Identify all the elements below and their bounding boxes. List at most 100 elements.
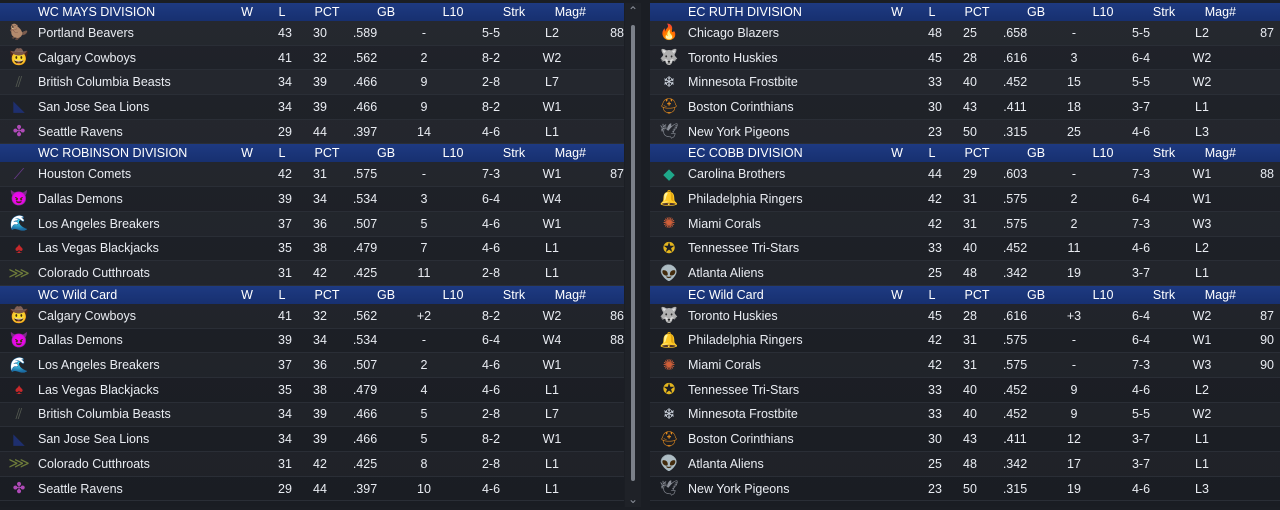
team-row[interactable]: ⋙ Colorado Cutthroats 31 42 .425 11 2-8 L1 xyxy=(0,261,624,286)
team-row[interactable]: ⛑ Boston Corinthians 30 43 .411 18 3-7 L1 xyxy=(650,95,1280,120)
team-name[interactable]: Houston Comets xyxy=(38,167,132,182)
team-name[interactable]: New York Pigeons xyxy=(688,124,790,139)
column-header-pct[interactable]: PCT xyxy=(314,146,340,161)
team-row[interactable]: 👽 Atlanta Aliens 25 48 .342 17 3-7 L1 xyxy=(650,452,1280,477)
team-name[interactable]: Chicago Blazers xyxy=(688,25,780,40)
column-header-strk[interactable]: Strk xyxy=(502,287,526,302)
team-row[interactable]: 🤠 Calgary Cowboys 41 32 .562 2 8-2 W2 xyxy=(0,46,624,71)
column-header-l[interactable]: L xyxy=(278,146,286,161)
column-header-gb[interactable]: GB xyxy=(1026,146,1046,161)
column-header-l[interactable]: L xyxy=(928,146,936,161)
team-name[interactable]: Tennessee Tri-Stars xyxy=(688,382,800,397)
column-header-gb[interactable]: GB xyxy=(376,146,396,161)
team-row[interactable]: 👽 Atlanta Aliens 25 48 .342 19 3-7 L1 xyxy=(650,261,1280,286)
column-header-w[interactable]: W xyxy=(241,146,253,161)
column-header-l10[interactable]: L10 xyxy=(442,146,464,161)
team-row[interactable]: 🕊 New York Pigeons 23 50 .315 25 4-6 L3 xyxy=(650,120,1280,145)
team-row[interactable]: 🦫 Portland Beavers 43 30 .589 - 5-5 L2 88 xyxy=(0,21,624,46)
team-name[interactable]: Atlanta Aliens xyxy=(688,266,764,281)
team-name[interactable]: Atlanta Aliens xyxy=(688,456,764,471)
team-row[interactable]: ✺ Miami Corals 42 31 .575 2 7-3 W3 xyxy=(650,212,1280,237)
team-name[interactable]: British Columbia Beasts xyxy=(38,407,171,422)
team-name[interactable]: Las Vegas Blackjacks xyxy=(38,241,159,256)
column-header-gb[interactable]: GB xyxy=(376,287,396,302)
team-name[interactable]: Minnesota Frostbite xyxy=(688,407,798,422)
column-header-strk[interactable]: Strk xyxy=(1152,287,1176,302)
team-name[interactable]: Las Vegas Blackjacks xyxy=(38,382,159,397)
scroll-down-icon[interactable]: ⌄ xyxy=(627,492,639,506)
team-row[interactable]: ♠ Las Vegas Blackjacks 35 38 .479 7 4-6 L1 xyxy=(0,237,624,262)
team-row[interactable]: 🕊 New York Pigeons 23 50 .315 19 4-6 L3 xyxy=(650,477,1280,502)
column-header-l10[interactable]: L10 xyxy=(1092,287,1114,302)
column-header-mag[interactable]: Mag# xyxy=(1204,5,1236,19)
column-header-l[interactable]: L xyxy=(278,5,286,19)
column-header-l10[interactable]: L10 xyxy=(442,5,464,19)
column-header-gb[interactable]: GB xyxy=(376,5,396,19)
team-row[interactable]: ⛑ Boston Corinthians 30 43 .411 12 3-7 L1 xyxy=(650,427,1280,452)
column-header-w[interactable]: W xyxy=(891,146,903,161)
column-header-mag[interactable]: Mag# xyxy=(554,287,586,302)
team-name[interactable]: Toronto Huskies xyxy=(688,308,778,323)
column-header-pct[interactable]: PCT xyxy=(964,146,990,161)
column-header-l[interactable]: L xyxy=(278,287,286,302)
team-name[interactable]: Calgary Cowboys xyxy=(38,308,136,323)
column-header-mag[interactable]: Mag# xyxy=(554,5,586,19)
team-row[interactable]: 🌊 Los Angeles Breakers 37 36 .507 5 4-6 W1 xyxy=(0,212,624,237)
team-name[interactable]: Tennessee Tri-Stars xyxy=(688,241,800,256)
scroll-thumb[interactable] xyxy=(631,25,635,481)
column-header-l10[interactable]: L10 xyxy=(1092,5,1114,19)
column-header-w[interactable]: W xyxy=(891,287,903,302)
column-header-l10[interactable]: L10 xyxy=(442,287,464,302)
team-row[interactable]: 🔔 Philadelphia Ringers 42 31 .575 - 6-4 W1 90 xyxy=(650,329,1280,354)
team-name[interactable]: San Jose Sea Lions xyxy=(38,432,150,447)
team-name[interactable]: Miami Corals xyxy=(688,216,761,231)
column-header-strk[interactable]: Strk xyxy=(502,146,526,161)
team-row[interactable]: ◣ San Jose Sea Lions 34 39 .466 9 8-2 W1 xyxy=(0,95,624,120)
column-header-mag[interactable]: Mag# xyxy=(1204,146,1236,161)
team-row[interactable]: ⫽ British Columbia Beasts 34 39 .466 9 2-8 L7 xyxy=(0,70,624,96)
scrollbar[interactable]: ⌃ ⌄ xyxy=(625,3,641,507)
team-row[interactable]: ✪ Tennessee Tri-Stars 33 40 .452 11 4-6 L2 xyxy=(650,237,1280,262)
column-header-strk[interactable]: Strk xyxy=(1152,146,1176,161)
column-header-gb[interactable]: GB xyxy=(1026,287,1046,302)
team-row[interactable]: 🤠 Calgary Cowboys 41 32 .562 +2 8-2 W2 86 xyxy=(0,304,624,329)
team-row[interactable]: ⋙ Colorado Cutthroats 31 42 .425 8 2-8 L1 xyxy=(0,452,624,477)
team-name[interactable]: Colorado Cutthroats xyxy=(38,456,150,471)
team-row[interactable]: 😈 Dallas Demons 39 34 .534 3 6-4 W4 xyxy=(0,187,624,212)
team-row[interactable]: ✪ Tennessee Tri-Stars 33 40 .452 9 4-6 L2 xyxy=(650,378,1280,403)
column-header-w[interactable]: W xyxy=(241,5,253,19)
team-name[interactable]: Colorado Cutthroats xyxy=(38,266,150,281)
column-header-pct[interactable]: PCT xyxy=(314,5,340,19)
team-name[interactable]: Philadelphia Ringers xyxy=(688,333,803,348)
column-header-gb[interactable]: GB xyxy=(1026,5,1046,19)
team-name[interactable]: Minnesota Frostbite xyxy=(688,75,798,90)
column-header-mag[interactable]: Mag# xyxy=(1204,287,1236,302)
team-name[interactable]: New York Pigeons xyxy=(688,481,790,496)
team-name[interactable]: San Jose Sea Lions xyxy=(38,99,150,114)
team-name[interactable]: Boston Corinthians xyxy=(688,99,794,114)
team-row[interactable]: 🐺 Toronto Huskies 45 28 .616 3 6-4 W2 xyxy=(650,46,1280,71)
team-name[interactable]: Carolina Brothers xyxy=(688,167,786,182)
team-name[interactable]: Philadelphia Ringers xyxy=(688,191,803,206)
team-row[interactable]: ⟋ Houston Comets 42 31 .575 - 7-3 W1 87 xyxy=(0,162,624,188)
team-row[interactable]: ❄ Minnesota Frostbite 33 40 .452 9 5-5 W2 xyxy=(650,403,1280,428)
column-header-pct[interactable]: PCT xyxy=(964,287,990,302)
column-header-strk[interactable]: Strk xyxy=(502,5,526,19)
team-name[interactable]: Dallas Demons xyxy=(38,333,123,348)
scroll-up-icon[interactable]: ⌃ xyxy=(627,4,639,18)
team-row[interactable]: ♠ Las Vegas Blackjacks 35 38 .479 4 4-6 L1 xyxy=(0,378,624,403)
team-name[interactable]: Seattle Ravens xyxy=(38,481,123,496)
team-name[interactable]: Seattle Ravens xyxy=(38,124,123,139)
column-header-l[interactable]: L xyxy=(928,287,936,302)
column-header-pct[interactable]: PCT xyxy=(314,287,340,302)
column-header-l10[interactable]: L10 xyxy=(1092,146,1114,161)
team-row[interactable]: ⫽ British Columbia Beasts 34 39 .466 5 2-8 L7 xyxy=(0,403,624,428)
column-header-w[interactable]: W xyxy=(241,287,253,302)
column-header-pct[interactable]: PCT xyxy=(964,5,990,19)
team-row[interactable]: 🔥 Chicago Blazers 48 25 .658 - 5-5 L2 87 xyxy=(650,21,1280,46)
team-row[interactable]: 🐺 Toronto Huskies 45 28 .616 +3 6-4 W2 87 xyxy=(650,304,1280,329)
column-header-w[interactable]: W xyxy=(891,5,903,19)
team-name[interactable]: Calgary Cowboys xyxy=(38,50,136,65)
column-header-l[interactable]: L xyxy=(928,5,936,19)
team-name[interactable]: Portland Beavers xyxy=(38,25,134,40)
